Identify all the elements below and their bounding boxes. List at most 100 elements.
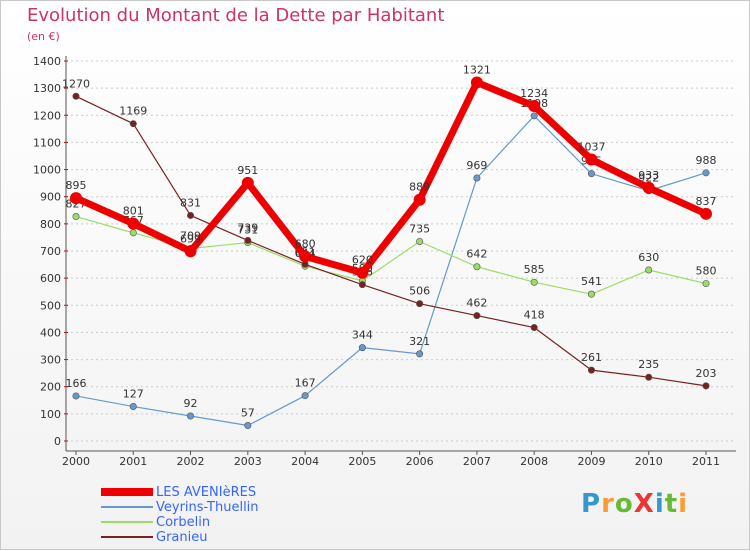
data-label: 580	[696, 265, 717, 278]
data-label: 831	[180, 196, 201, 209]
logo-letter: r	[601, 489, 615, 519]
data-point	[470, 76, 483, 89]
x-tick-label: 2002	[177, 455, 205, 468]
data-label: 1169	[119, 105, 147, 118]
data-label: 1037	[577, 141, 605, 154]
data-label: 167	[295, 377, 316, 390]
legend-item: Veyrins-Thuellin	[101, 500, 321, 515]
data-label: 933	[638, 169, 659, 182]
data-point	[530, 278, 538, 286]
x-tick-label: 2001	[119, 455, 147, 468]
y-tick-label: 1000	[33, 164, 61, 177]
legend-label: Veyrins-Thuellin	[156, 500, 259, 515]
data-point	[587, 170, 595, 178]
data-label: 969	[466, 159, 487, 172]
y-tick-label: 100	[40, 408, 61, 421]
legend-label: Corbelin	[156, 515, 211, 530]
data-label: 837	[696, 195, 717, 208]
x-tick-label: 2004	[291, 455, 319, 468]
x-tick-label: 2006	[406, 455, 434, 468]
data-label: 620	[352, 254, 373, 267]
data-point	[356, 266, 369, 279]
legend-item: Granieu	[101, 530, 321, 545]
data-label: 203	[696, 367, 717, 380]
logo-letter: X	[633, 489, 655, 519]
data-point	[72, 392, 80, 400]
y-tick-label: 700	[40, 245, 61, 258]
y-tick-label: 900	[40, 191, 61, 204]
data-label: 127	[123, 388, 144, 401]
data-point	[642, 181, 655, 194]
logo-letter: i	[678, 489, 689, 519]
series-line-0	[74, 78, 708, 277]
x-tick-label: 2008	[520, 455, 548, 468]
data-point	[416, 300, 424, 308]
x-tick-label: 2005	[348, 455, 376, 468]
chart-unit: (en €)	[27, 30, 60, 43]
y-tick-label: 1100	[33, 136, 61, 149]
proxiti-logo: ProXiti	[581, 489, 688, 519]
data-label: 801	[123, 205, 144, 218]
data-label: 506	[409, 285, 430, 298]
series-line-2	[75, 215, 707, 295]
data-point	[187, 412, 195, 420]
data-point	[241, 176, 254, 189]
data-point	[184, 245, 197, 258]
data-point	[585, 153, 598, 166]
data-point	[587, 290, 595, 298]
data-point	[416, 238, 424, 246]
data-label: 630	[638, 251, 659, 264]
series-line-3	[75, 95, 707, 387]
x-tick-label: 2000	[62, 455, 90, 468]
data-label: 321	[409, 335, 430, 348]
data-point	[244, 236, 252, 244]
y-tick-label: 1200	[33, 109, 61, 122]
data-label: 988	[696, 154, 717, 167]
data-label: 1270	[62, 77, 90, 90]
data-label: 261	[581, 351, 602, 364]
data-label: 895	[66, 179, 87, 192]
y-tick-label: 0	[54, 435, 61, 448]
data-point	[358, 344, 366, 352]
legend-swatch	[101, 521, 153, 523]
series-line-1	[75, 115, 707, 427]
legend-label: LES AVENIèRES	[156, 485, 257, 500]
data-point	[129, 120, 137, 128]
data-point	[413, 193, 426, 206]
data-label: 680	[295, 237, 316, 250]
data-label: 731	[237, 224, 258, 237]
legend-item: Corbelin	[101, 515, 321, 530]
logo-letter: t	[664, 489, 679, 519]
y-tick-label: 1300	[33, 82, 61, 95]
y-tick-label: 400	[40, 326, 61, 339]
data-point	[72, 213, 80, 221]
data-point	[416, 350, 424, 358]
data-point	[530, 112, 538, 120]
data-label: 541	[581, 275, 602, 288]
data-point	[358, 281, 366, 289]
data-label: 889	[409, 181, 430, 194]
legend-item: LES AVENIèRES	[101, 485, 321, 500]
logo-letter: i	[654, 489, 665, 519]
data-label: 585	[524, 263, 545, 276]
data-label: 92	[184, 397, 198, 410]
y-tick-label: 600	[40, 272, 61, 285]
data-point	[299, 250, 312, 263]
legend-swatch	[101, 506, 153, 508]
legend-label: Granieu	[156, 530, 208, 545]
data-point	[530, 324, 538, 332]
y-tick-label: 300	[40, 354, 61, 367]
data-label: 344	[352, 329, 373, 342]
legend-swatch	[101, 536, 153, 538]
x-tick-label: 2009	[577, 455, 605, 468]
data-point	[187, 211, 195, 219]
data-point	[473, 312, 481, 320]
data-label: 642	[466, 248, 487, 261]
legend: LES AVENIèRES Veyrins-Thuellin Corbelin Gra…	[101, 485, 321, 545]
data-label: 57	[241, 407, 255, 420]
data-point	[129, 229, 137, 237]
data-point	[702, 280, 710, 288]
data-label: 739	[237, 221, 258, 234]
